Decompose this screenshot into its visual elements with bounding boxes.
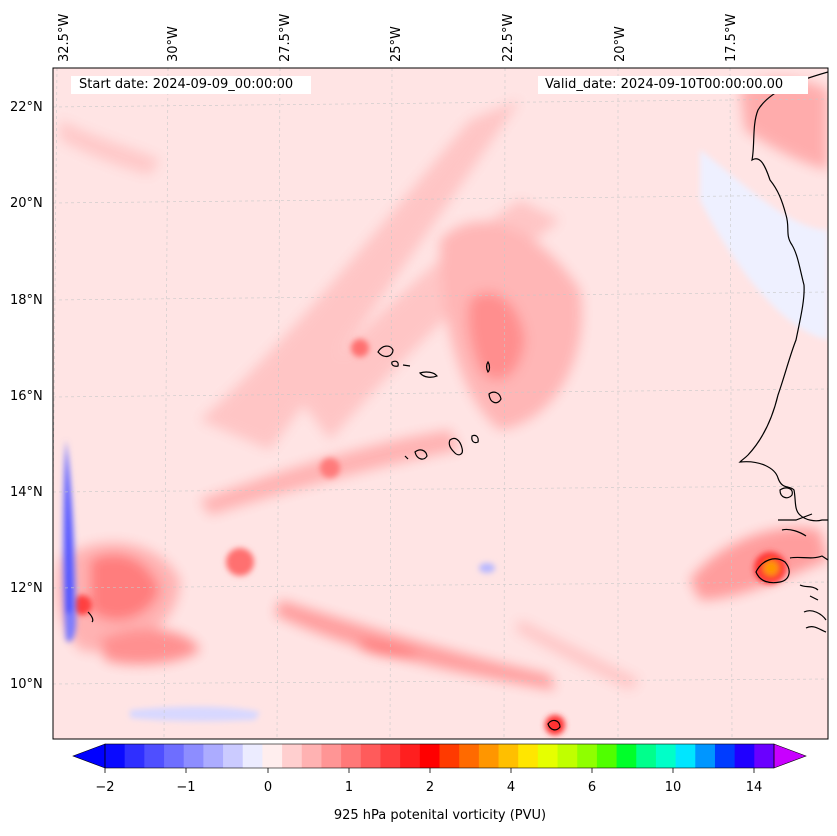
lat-label: 12°N	[10, 581, 43, 596]
guinea-bissau-coast	[755, 555, 828, 633]
colorbar-cell	[714, 744, 736, 768]
colorbar-under-arrow	[72, 743, 106, 769]
colorbar-cell	[203, 744, 224, 768]
colorbar-cell	[596, 744, 618, 768]
colorbar-title: 925 hPa potenital vorticity (PVU)	[333, 808, 547, 823]
colorbar-cell	[557, 744, 578, 768]
colorbar-cell	[734, 744, 755, 768]
map-frame	[52, 67, 829, 740]
colorbar-cell	[144, 744, 165, 768]
colorbar-cell	[459, 744, 480, 768]
colorbar-tick-label: −2	[95, 780, 114, 795]
colorbar-cell	[301, 744, 322, 768]
colorbar-cell	[223, 744, 244, 768]
colorbar-frame	[104, 743, 775, 769]
colorbar-cell	[380, 744, 401, 768]
lat-label: 18°N	[10, 293, 43, 308]
colorbar: −2 −1 0 1 2 4 6 10 14	[72, 743, 807, 795]
valid-date-box	[538, 76, 808, 94]
lon-label: 20°W	[613, 26, 628, 62]
colorbar-cell	[242, 744, 263, 768]
lat-label: 14°N	[10, 485, 43, 500]
bijagos-island	[547, 719, 561, 731]
cape-verde-sal	[485, 360, 491, 374]
lat-label: 16°N	[10, 389, 43, 404]
lon-label: 22.5°W	[501, 14, 516, 62]
colorbar-cell	[675, 744, 696, 768]
colorbar-cell	[360, 744, 381, 768]
longitude-axis: 32.5°W 30°W 27.5°W 25°W 22.5°W 20°W 17.5…	[57, 14, 739, 62]
colorbar-cell	[439, 744, 460, 768]
lon-label: 17.5°W	[724, 14, 739, 62]
gambia-coast	[778, 487, 813, 537]
lon-label: 30°W	[166, 26, 181, 62]
colorbar-cell	[478, 744, 500, 768]
colorbar-cell	[341, 744, 362, 768]
colorbar-tick-label: 14	[746, 780, 763, 795]
colorbar-cell	[164, 744, 185, 768]
colorbar-cell	[655, 744, 677, 768]
latitude-axis: 22°N 20°N 18°N 16°N 14°N 12°N 10°N	[10, 100, 43, 692]
colorbar-tick-label: 6	[588, 780, 596, 795]
lon-label: 25°W	[389, 26, 404, 62]
colorbar-cells	[105, 744, 775, 768]
graticule	[53, 68, 828, 739]
cape-verde-santo-antao	[377, 345, 394, 358]
start-date-box	[71, 76, 311, 94]
colorbar-tick-label: 1	[345, 780, 353, 795]
valid-date-label: Valid_date: 2024-09-10T00:00:00.00	[545, 77, 784, 92]
colorbar-cell	[262, 744, 283, 768]
colorbar-cell	[518, 744, 539, 768]
start-date-label: Start date: 2024-09-09_00:00:00	[79, 77, 294, 92]
lat-label: 22°N	[10, 100, 43, 115]
colorbar-cell	[321, 744, 342, 768]
africa-coastline	[738, 71, 828, 522]
pv-field-negative	[63, 150, 828, 722]
lat-label: 10°N	[10, 677, 43, 692]
colorbar-cell	[537, 744, 559, 768]
cape-verde-boa-vista	[488, 391, 502, 404]
coastlines	[87, 71, 828, 731]
colorbar-cell	[577, 744, 598, 768]
colorbar-tick-label: 0	[264, 780, 272, 795]
colorbar-cell	[754, 744, 775, 768]
lon-label: 27.5°W	[278, 14, 293, 62]
colorbar-over-arrow	[773, 743, 807, 769]
cape-verde-maio	[471, 434, 479, 444]
colorbar-ticks	[104, 768, 755, 773]
colorbar-cell	[636, 744, 657, 768]
lat-label: 20°N	[10, 196, 43, 211]
colorbar-cell	[105, 744, 126, 768]
cape-verde-sao-vicente	[391, 360, 399, 367]
lon-label: 32.5°W	[57, 14, 72, 62]
colorbar-cell	[419, 744, 440, 768]
map-panel[interactable]	[51, 68, 828, 739]
cape-verde-sao-nicolau	[402, 364, 438, 378]
pv-field-maxima	[72, 339, 786, 735]
colorbar-cell	[400, 744, 421, 768]
colorbar-cell	[498, 744, 519, 768]
colorbar-cell	[124, 744, 145, 768]
bijagos-west	[87, 611, 94, 623]
colorbar-cell	[183, 744, 204, 768]
colorbar-cell	[695, 744, 716, 768]
colorbar-cell	[616, 744, 637, 768]
cape-verde-brava	[404, 455, 409, 460]
cape-verde-fogo	[414, 449, 428, 460]
colorbar-tick-label: 4	[507, 780, 515, 795]
colorbar-tick-label: 10	[665, 780, 682, 795]
colorbar-cell	[282, 744, 303, 768]
colorbar-tick-label: 2	[426, 780, 434, 795]
cape-verde-santiago	[448, 437, 463, 456]
colorbar-tick-label: −1	[176, 780, 195, 795]
